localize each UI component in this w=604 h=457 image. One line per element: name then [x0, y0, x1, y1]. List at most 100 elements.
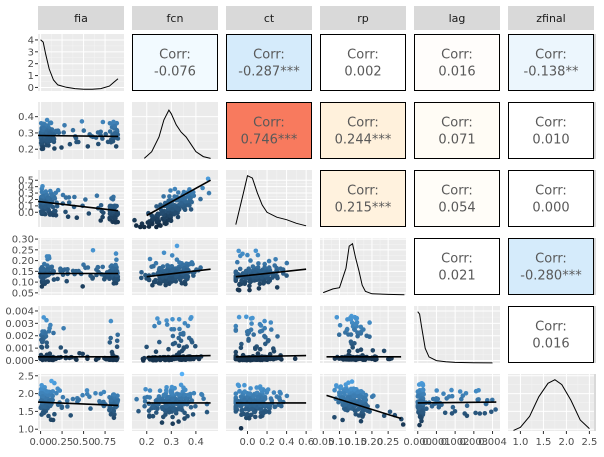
scatter-point: [153, 260, 159, 266]
y-tick-label-lag: 0.000: [5, 356, 34, 367]
corr-value: 0.244***: [335, 133, 392, 148]
scatter-point: [44, 317, 49, 323]
scatter-point: [38, 386, 44, 392]
corr-value: -0.280***: [520, 269, 582, 284]
scatter-point: [172, 340, 178, 346]
scatter-point: [108, 397, 114, 403]
fit-line: [37, 134, 119, 138]
corr-value: -0.076: [154, 65, 196, 80]
corr-value: 0.071: [438, 133, 475, 148]
scatter-point: [199, 392, 205, 398]
scatter-point: [179, 281, 185, 286]
scatter-point: [74, 215, 80, 220]
corr-panel-rp-lag: Corr: 0.021: [414, 238, 500, 295]
scatter-point: [185, 413, 190, 419]
corr-tile: [320, 170, 406, 227]
fit-line: [37, 200, 119, 212]
y-tick-label-fcn: 0.2: [18, 145, 34, 156]
corr-tile: [508, 306, 594, 363]
scatter-point: [352, 386, 357, 392]
scatter-point: [176, 343, 182, 349]
scatter-point: [262, 396, 268, 402]
scatter-point: [80, 392, 85, 398]
scatter-point: [259, 269, 264, 275]
scatter-point: [176, 419, 181, 424]
scatter-point: [259, 274, 264, 280]
scatter-point: [66, 200, 72, 205]
scatter-point: [108, 335, 113, 341]
corr-value: 0.002: [344, 65, 381, 80]
scatter-point: [143, 387, 148, 392]
scatter-point: [136, 408, 141, 414]
scatter-point: [109, 203, 114, 209]
strip-top-label-fia: fia: [74, 12, 88, 25]
scatter-point: [355, 348, 361, 354]
scatter-point: [233, 349, 239, 355]
scatter-point: [149, 213, 155, 218]
scatter-point: [101, 210, 106, 216]
scatter-point: [266, 258, 272, 264]
scatter-point: [434, 396, 439, 401]
scatter-point: [387, 409, 393, 415]
scatter-point: [169, 327, 174, 332]
strip-top-label-zfinal: zfinal: [536, 12, 565, 25]
corr-tile: [508, 170, 594, 227]
scatter-point: [43, 331, 48, 336]
scatter-point: [245, 411, 250, 417]
strip-top-label-fcn: fcn: [167, 12, 184, 25]
scatter-point: [493, 407, 498, 412]
scatter-point: [58, 345, 64, 350]
scatter-point: [242, 389, 247, 394]
corr-label: Corr:: [347, 116, 379, 131]
scatter-point: [95, 130, 101, 135]
scatter-point: [42, 261, 47, 267]
scatter-point: [107, 121, 113, 126]
scatter-point: [59, 145, 64, 150]
scatter-point: [415, 394, 421, 399]
scatter-point: [114, 203, 119, 209]
scatter-point: [273, 355, 278, 361]
fit-line: [146, 268, 211, 278]
scatter-point: [107, 407, 112, 413]
scatter-point: [105, 356, 111, 362]
scatter-point: [173, 210, 179, 216]
fit-line: [235, 354, 307, 358]
y-tick-label-rp: 0.15: [12, 267, 34, 278]
scatter-point: [256, 286, 262, 291]
scatter-point: [62, 123, 67, 128]
scatter-point: [170, 267, 175, 272]
scatter-point: [247, 283, 252, 289]
scatter-point: [255, 252, 261, 258]
corr-panel-fia-zfinal: Corr: -0.138**: [508, 34, 594, 91]
scatter-point: [45, 267, 50, 273]
corr-label: Corr:: [535, 116, 567, 131]
scatter-point: [442, 410, 448, 416]
scatter-point: [161, 250, 167, 256]
scatter-point: [52, 411, 57, 417]
scatter-panel-rp-fia: [38, 238, 124, 295]
scatter-panel-fcn-fia: [37, 102, 124, 159]
scatter-point: [111, 408, 117, 414]
scatter-point: [274, 274, 280, 279]
scatter-point: [356, 413, 362, 418]
scatter-point: [67, 141, 73, 147]
scatter-point: [142, 403, 147, 409]
scatter-point: [53, 190, 58, 196]
scatter-point: [111, 415, 117, 421]
fit-line: [146, 179, 211, 217]
scatter-point: [55, 128, 61, 133]
scatter-point: [263, 357, 269, 362]
scatter-point: [163, 221, 168, 227]
panel-background: [226, 170, 312, 227]
scatter-point: [189, 199, 194, 205]
scatter-point: [476, 388, 481, 393]
panel-background: [132, 102, 218, 159]
scatter-point: [156, 320, 162, 326]
scatter-point: [233, 323, 239, 329]
scatter-point: [269, 327, 274, 332]
scatter-point: [418, 415, 424, 421]
corr-panel-fia-ct: Corr: -0.287***: [226, 34, 312, 91]
scatter-point: [256, 261, 261, 266]
scatter-point: [39, 284, 45, 289]
